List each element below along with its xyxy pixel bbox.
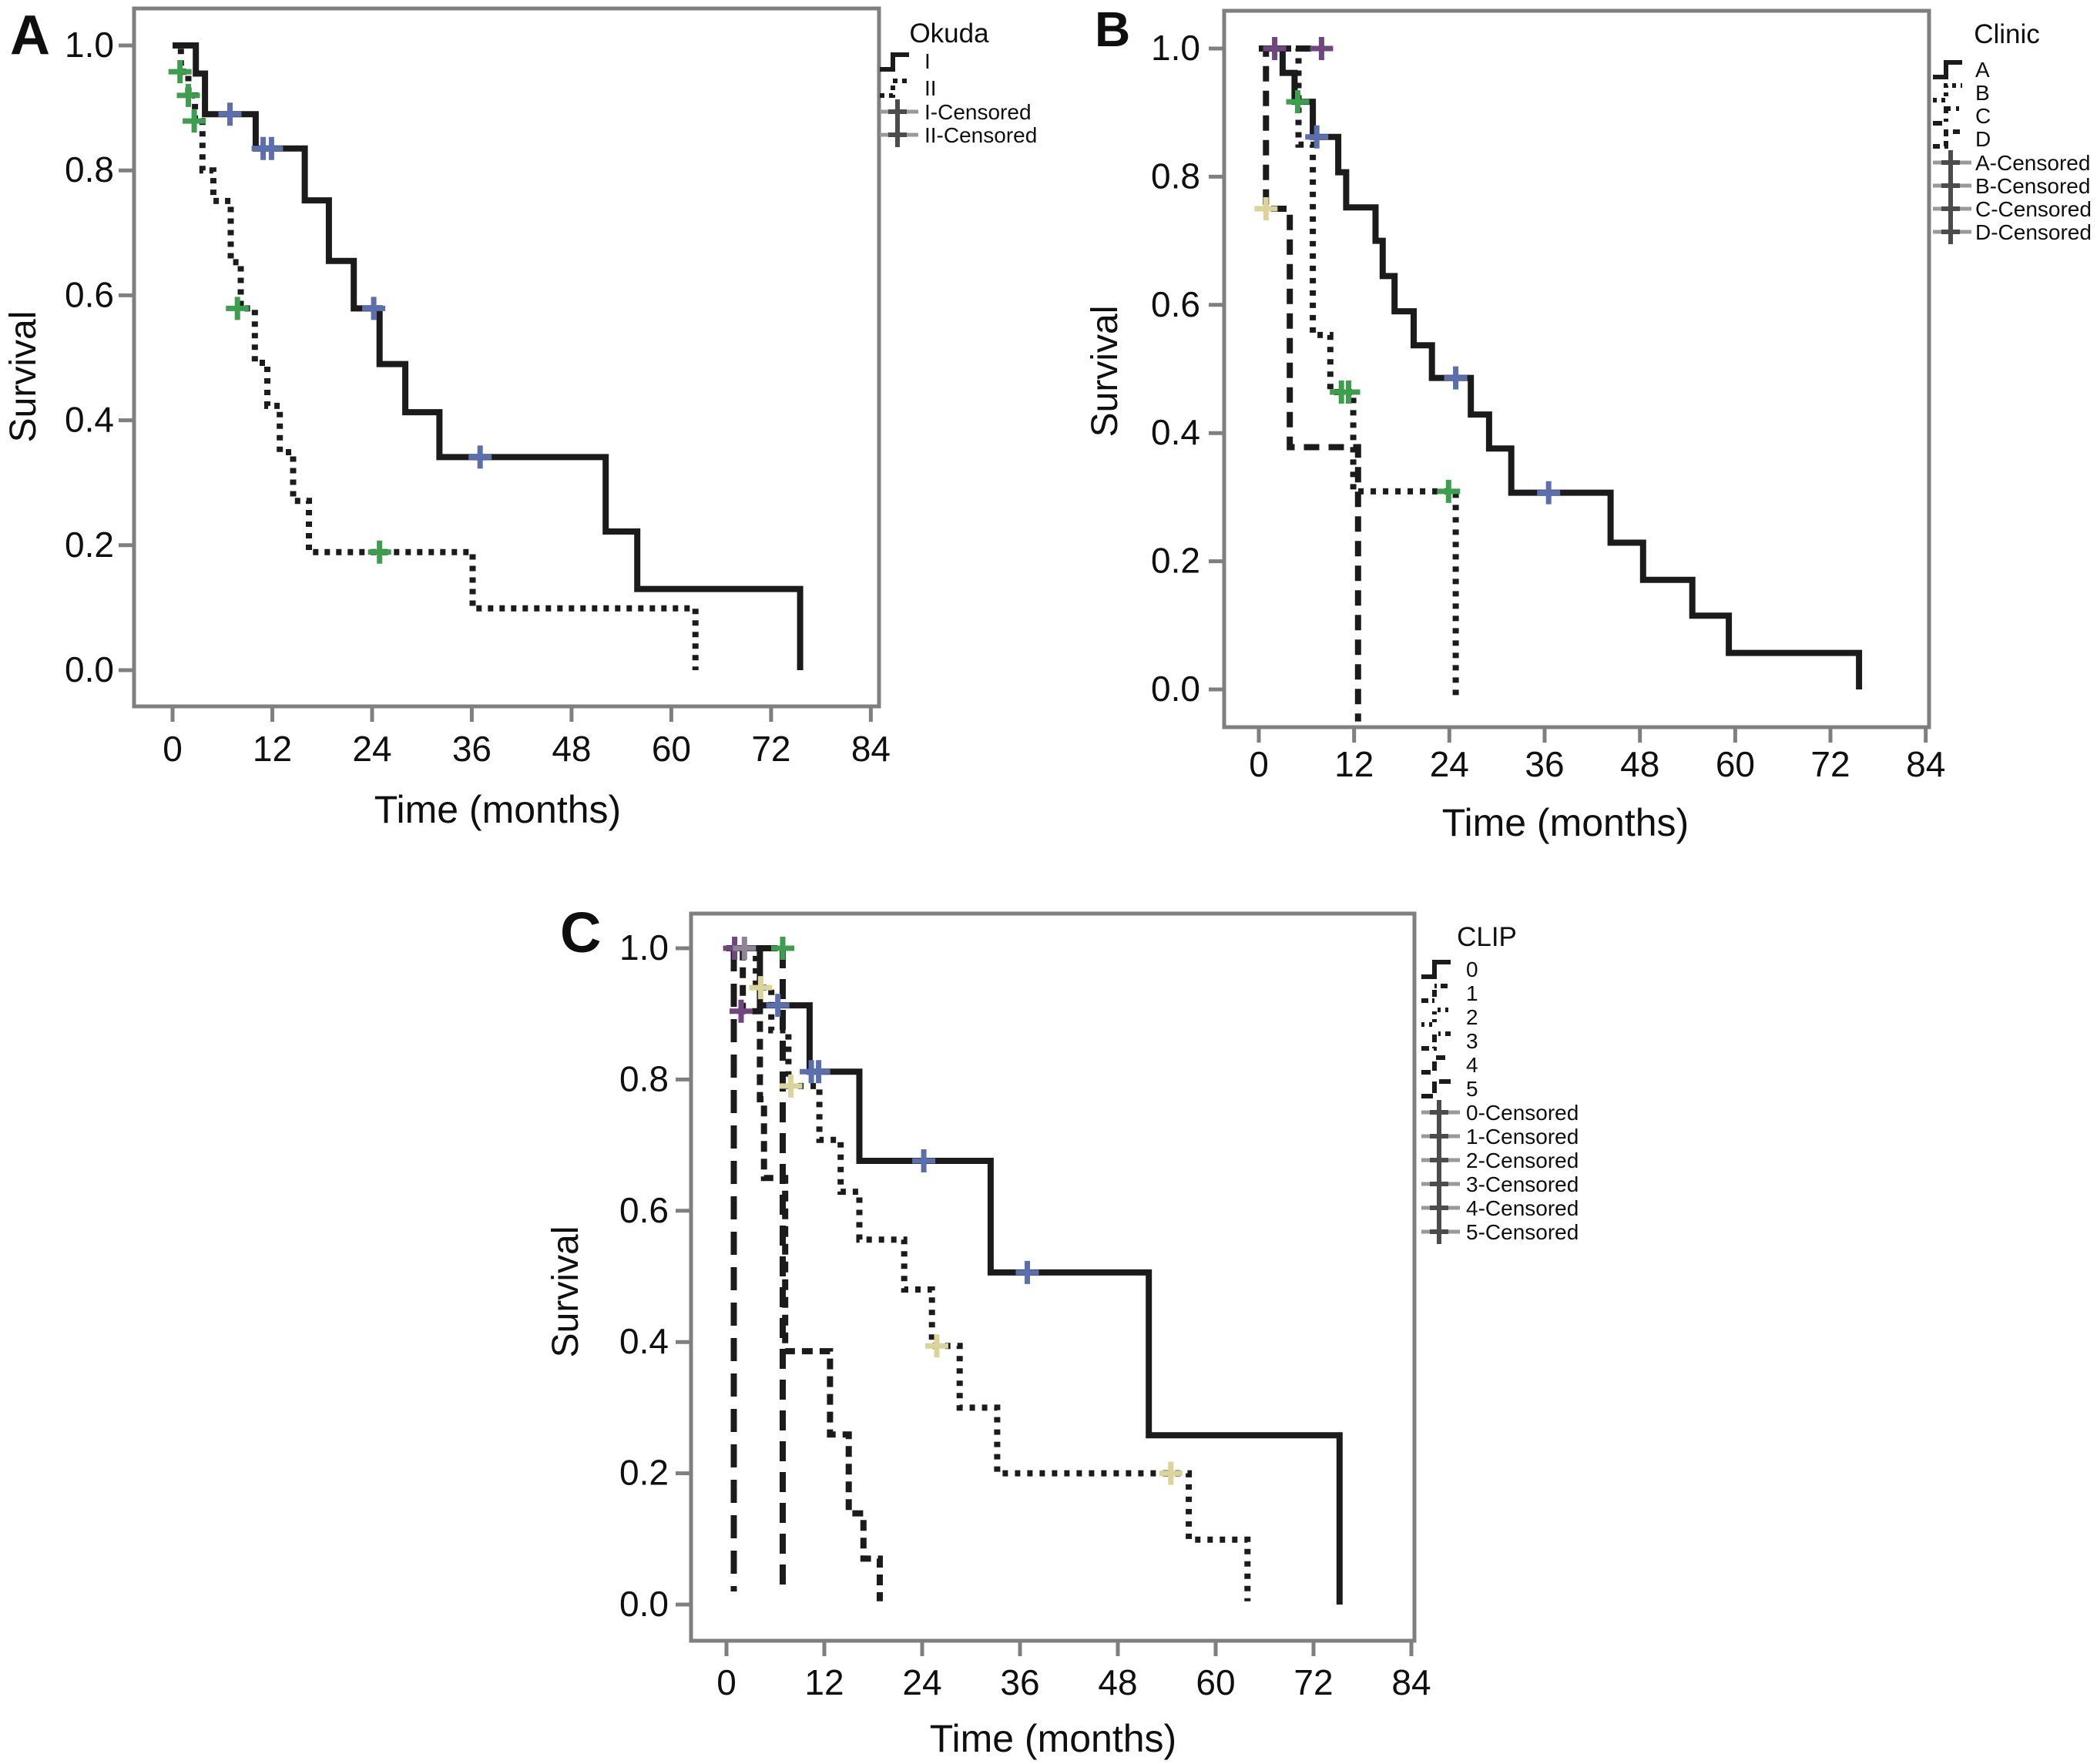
svg-text:0: 0 (716, 1662, 736, 1702)
svg-text:II: II (924, 76, 937, 100)
svg-text:24: 24 (352, 729, 391, 769)
svg-text:12: 12 (804, 1662, 844, 1702)
svg-text:3-Censored: 3-Censored (1466, 1172, 1579, 1196)
svg-text:I: I (924, 49, 931, 73)
svg-text:0.6: 0.6 (619, 1190, 669, 1230)
svg-text:Survival: Survival (545, 1226, 586, 1358)
svg-text:Clinic: Clinic (1974, 19, 2040, 49)
svg-text:1.0: 1.0 (65, 25, 114, 65)
svg-text:Time (months): Time (months) (1442, 801, 1689, 844)
svg-text:5-Censored: 5-Censored (1466, 1220, 1579, 1244)
svg-text:0: 0 (163, 729, 183, 769)
svg-text:0.4: 0.4 (619, 1321, 669, 1361)
svg-text:72: 72 (1810, 744, 1850, 784)
svg-text:3: 3 (1466, 1029, 1478, 1053)
svg-text:1-Censored: 1-Censored (1466, 1125, 1579, 1149)
svg-text:60: 60 (652, 729, 691, 769)
svg-text:Survival: Survival (1085, 306, 1126, 438)
svg-text:36: 36 (1000, 1662, 1039, 1702)
svg-text:0: 0 (1466, 957, 1478, 981)
svg-text:C: C (560, 900, 601, 964)
svg-text:2-Censored: 2-Censored (1466, 1149, 1579, 1172)
svg-text:12: 12 (253, 729, 292, 769)
svg-text:0: 0 (1249, 744, 1269, 784)
svg-text:0.6: 0.6 (65, 274, 114, 314)
svg-text:D: D (1975, 127, 1991, 151)
svg-text:48: 48 (1098, 1662, 1137, 1702)
svg-text:A: A (1975, 58, 1990, 82)
svg-text:0.0: 0.0 (1151, 669, 1200, 709)
svg-text:60: 60 (1716, 744, 1755, 784)
svg-text:B: B (1095, 2, 1130, 57)
svg-text:B-Censored: B-Censored (1975, 174, 2090, 198)
svg-text:0-Censored: 0-Censored (1466, 1101, 1579, 1125)
svg-text:12: 12 (1334, 744, 1374, 784)
svg-text:Time (months): Time (months) (930, 1717, 1176, 1760)
svg-text:84: 84 (1391, 1662, 1431, 1702)
svg-text:CLIP: CLIP (1457, 922, 1517, 952)
svg-text:0.0: 0.0 (65, 649, 114, 689)
svg-text:0.2: 0.2 (619, 1453, 669, 1493)
svg-text:A: A (10, 5, 50, 66)
svg-text:72: 72 (751, 729, 790, 769)
svg-text:B: B (1975, 81, 1990, 105)
svg-text:I-Censored: I-Censored (924, 100, 1032, 124)
svg-text:60: 60 (1196, 1662, 1235, 1702)
svg-text:Survival: Survival (3, 311, 44, 443)
svg-text:1.0: 1.0 (1151, 28, 1200, 68)
svg-text:0.2: 0.2 (65, 525, 114, 565)
svg-text:0.2: 0.2 (1151, 541, 1200, 581)
svg-text:0.6: 0.6 (1151, 284, 1200, 324)
svg-text:0.8: 0.8 (1151, 156, 1200, 196)
svg-text:4: 4 (1466, 1053, 1478, 1077)
svg-text:1: 1 (1466, 981, 1478, 1005)
svg-text:1.0: 1.0 (619, 927, 669, 968)
svg-text:84: 84 (851, 729, 891, 769)
svg-text:36: 36 (452, 729, 492, 769)
svg-text:C: C (1975, 104, 1991, 128)
svg-text:5: 5 (1466, 1077, 1478, 1101)
svg-text:84: 84 (1906, 744, 1945, 784)
svg-text:II-Censored: II-Censored (924, 123, 1037, 147)
svg-text:36: 36 (1525, 744, 1564, 784)
svg-text:A-Censored: A-Censored (1975, 151, 2090, 175)
svg-text:0.0: 0.0 (619, 1584, 669, 1624)
svg-text:2: 2 (1466, 1005, 1478, 1029)
svg-text:C-Censored: C-Censored (1975, 197, 2092, 221)
svg-text:0.8: 0.8 (619, 1058, 669, 1098)
svg-text:48: 48 (552, 729, 591, 769)
svg-text:24: 24 (1430, 744, 1469, 784)
svg-text:72: 72 (1293, 1662, 1333, 1702)
svg-text:Time (months): Time (months) (374, 788, 621, 831)
svg-text:48: 48 (1620, 744, 1659, 784)
svg-text:0.4: 0.4 (65, 400, 114, 440)
svg-text:Okuda: Okuda (909, 18, 989, 49)
svg-text:D-Censored: D-Censored (1975, 220, 2092, 244)
svg-text:0.4: 0.4 (1151, 412, 1200, 452)
svg-text:4-Censored: 4-Censored (1466, 1196, 1579, 1220)
svg-text:24: 24 (902, 1662, 941, 1702)
svg-text:0.8: 0.8 (65, 149, 114, 189)
